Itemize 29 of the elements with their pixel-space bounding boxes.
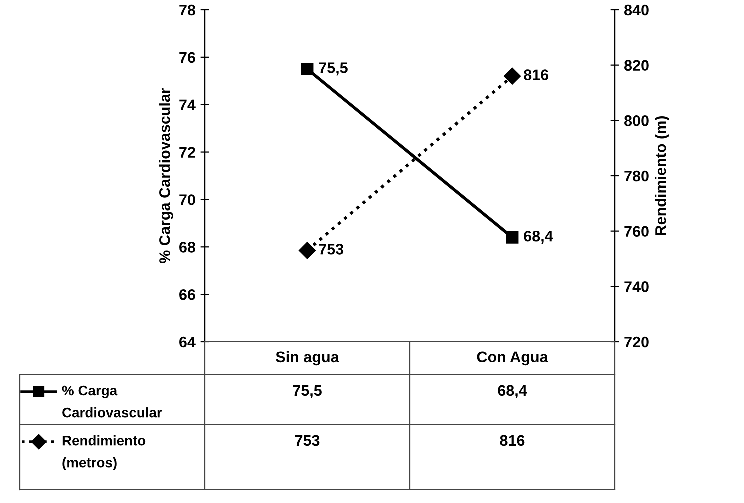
y-tick-label: 64 [180, 336, 196, 348]
text: 75,5 [319, 62, 348, 76]
y2-axis-title: Rendimiento (m) [655, 116, 670, 236]
text: 816 [524, 70, 549, 80]
y2-tick-label: 740 [624, 282, 649, 292]
y2-tick-label: 800 [624, 116, 649, 126]
data-label: 753 [295, 435, 320, 446]
y2-tick-label: 760 [624, 226, 649, 238]
x-tick-label: Sin agua [276, 351, 340, 366]
legend-label: % Carga Cardiovascular [62, 386, 162, 418]
y-tick-label: 66 [180, 289, 196, 300]
data-label: 75,5 [293, 385, 322, 398]
y2-tick-label: 780 [624, 170, 649, 182]
x-tick-label: Con Agua [477, 352, 548, 366]
y-tick-label: 68 [180, 242, 196, 253]
y-tick-label: 70 [180, 194, 196, 206]
data-label: 68,4 [498, 385, 528, 398]
y2-tick-label: 820 [624, 60, 649, 72]
text: 753 [319, 244, 344, 255]
y2-tick-label: 840 [624, 4, 649, 16]
y-tick-label: 74 [180, 100, 196, 110]
y-tick-label: 72 [180, 147, 196, 158]
legend-label: Rendimiento (metros) [62, 436, 146, 470]
y-axis-title: % Carga Cardiovascular [159, 88, 174, 264]
data-label: 816 [500, 435, 525, 446]
y2-tick-label: 720 [624, 336, 649, 348]
y-tick-label: 76 [180, 52, 196, 64]
text: 68,4 [524, 230, 554, 244]
y-tick-label: 78 [180, 4, 196, 16]
